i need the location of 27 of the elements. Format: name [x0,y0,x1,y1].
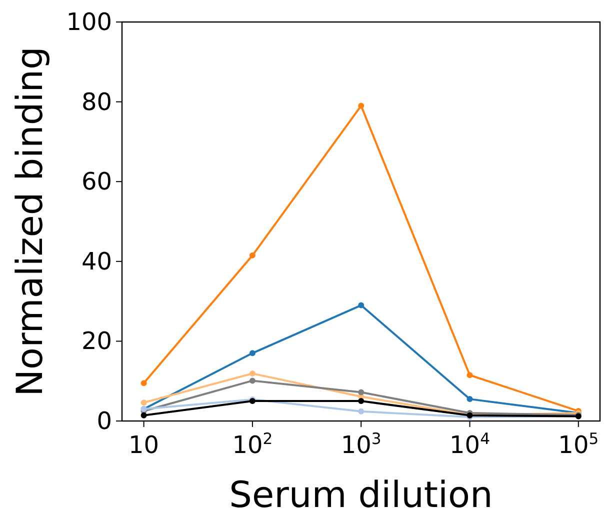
x-tick-label: 10$^{5}$ [558,430,599,459]
point [249,378,256,384]
x-tick-label: 10$^{4}$ [450,430,490,459]
point [249,350,256,356]
point [140,400,147,406]
point [466,372,473,378]
point [358,408,364,414]
point [249,370,256,377]
point [358,389,364,396]
point [358,398,364,404]
x-axis-title: Serum dilution [229,475,493,516]
point [466,396,473,402]
point [249,252,256,258]
point [358,102,364,109]
y-tick-label: 80 [81,88,112,116]
y-tick-label: 60 [81,168,112,196]
y-tick-label: 100 [66,8,112,36]
y-tick-label: 40 [81,247,112,276]
y-tick-label: 0 [96,407,112,435]
point [140,380,147,386]
x-tick-label: 10$^{3}$ [340,430,382,459]
x-tick-label: 10$^{2}$ [232,430,273,459]
point [140,412,147,418]
y-axis-title: Normalized binding [10,46,51,396]
x-tick-label: 10 [128,431,160,459]
y-tick-label: 20 [81,327,112,356]
point [358,302,364,308]
